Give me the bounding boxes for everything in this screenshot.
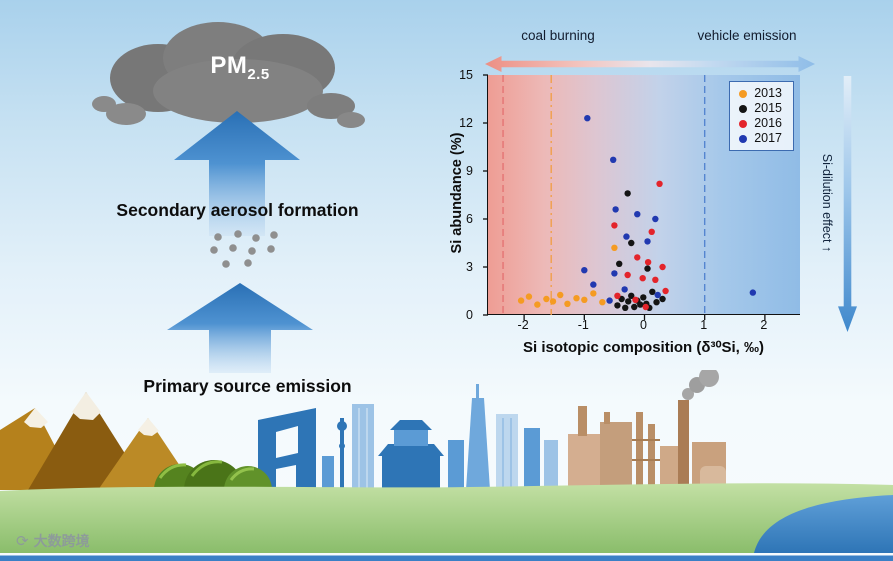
y-tick-label: 9 bbox=[466, 164, 473, 178]
y-tick-labels: 0 3 6 9 12 15 bbox=[456, 68, 482, 322]
watermark: ⟳ 大数跨境 bbox=[16, 531, 90, 551]
upward-arrow-secondary bbox=[174, 111, 300, 236]
legend-item: 2016 bbox=[739, 116, 782, 131]
factory-silhouette bbox=[568, 400, 726, 490]
coal-burning-label: coal burning bbox=[521, 28, 595, 43]
scatter-chart: coal burning vehicle emission Si abundan… bbox=[440, 18, 885, 368]
legend-dot bbox=[739, 104, 748, 113]
si-dilution-arrow bbox=[838, 76, 857, 332]
pm25-text: PM bbox=[210, 52, 248, 79]
legend-dot bbox=[739, 134, 748, 143]
ground bbox=[0, 483, 893, 553]
x-tick-labels: -2 -1 0 1 2 bbox=[487, 318, 800, 334]
legend-item: 2017 bbox=[739, 131, 782, 146]
legend-label: 2016 bbox=[754, 116, 782, 130]
water bbox=[754, 495, 893, 553]
x-tick-label: 2 bbox=[760, 318, 768, 332]
mountains bbox=[0, 392, 196, 490]
primary-source-label: Primary source emission bbox=[143, 376, 352, 396]
pm25-label: PM2.5 bbox=[150, 52, 330, 83]
landscape-illustration bbox=[0, 370, 893, 561]
legend-label: 2015 bbox=[754, 101, 782, 115]
y-tick-label: 12 bbox=[459, 116, 473, 130]
pm25-cloud bbox=[92, 22, 365, 128]
x-tick-label: -1 bbox=[577, 318, 589, 332]
legend-label: 2017 bbox=[754, 131, 782, 145]
y-tick-label: 15 bbox=[459, 68, 473, 82]
legend-item: 2013 bbox=[739, 86, 782, 101]
x-tick-label: -2 bbox=[517, 318, 529, 332]
vehicle-emission-label: vehicle emission bbox=[697, 28, 797, 43]
legend-item: 2015 bbox=[739, 101, 782, 116]
legend-items: 2013 2015 2016 2017 bbox=[739, 86, 782, 146]
legend-dot bbox=[739, 89, 748, 98]
pm25-subscript: 2.5 bbox=[247, 65, 270, 83]
si-dilution-label: Si-dilution effect ↑ bbox=[820, 153, 834, 253]
legend-label: 2013 bbox=[754, 86, 782, 100]
legend-dot bbox=[739, 119, 748, 128]
y-tick-label: 3 bbox=[466, 260, 473, 274]
aerosol-particles bbox=[210, 230, 278, 268]
y-tick-label: 6 bbox=[466, 212, 473, 226]
plot-area: 2013 2015 2016 2017 bbox=[483, 74, 800, 320]
chart-legend: 2013 2015 2016 2017 bbox=[729, 81, 794, 151]
bottom-bar bbox=[0, 555, 893, 561]
scatter-points-svg bbox=[483, 74, 766, 320]
watermark-text: 大数跨境 bbox=[33, 533, 90, 549]
source-gradient-arrow bbox=[485, 56, 815, 72]
secondary-aerosol-label: Secondary aerosol formation bbox=[116, 200, 359, 220]
green-hills bbox=[154, 460, 272, 490]
city-skyline bbox=[258, 384, 558, 490]
x-tick-label: 0 bbox=[640, 318, 647, 332]
y-tick-label: 0 bbox=[466, 308, 473, 322]
watermark-logo-icon: ⟳ bbox=[16, 533, 29, 550]
x-axis-title: Si isotopic composition (δ³⁰Si, ‰) bbox=[523, 339, 764, 356]
factory-smoke bbox=[682, 370, 719, 400]
upward-arrow-primary bbox=[167, 283, 313, 373]
x-tick-label: 1 bbox=[700, 318, 708, 332]
